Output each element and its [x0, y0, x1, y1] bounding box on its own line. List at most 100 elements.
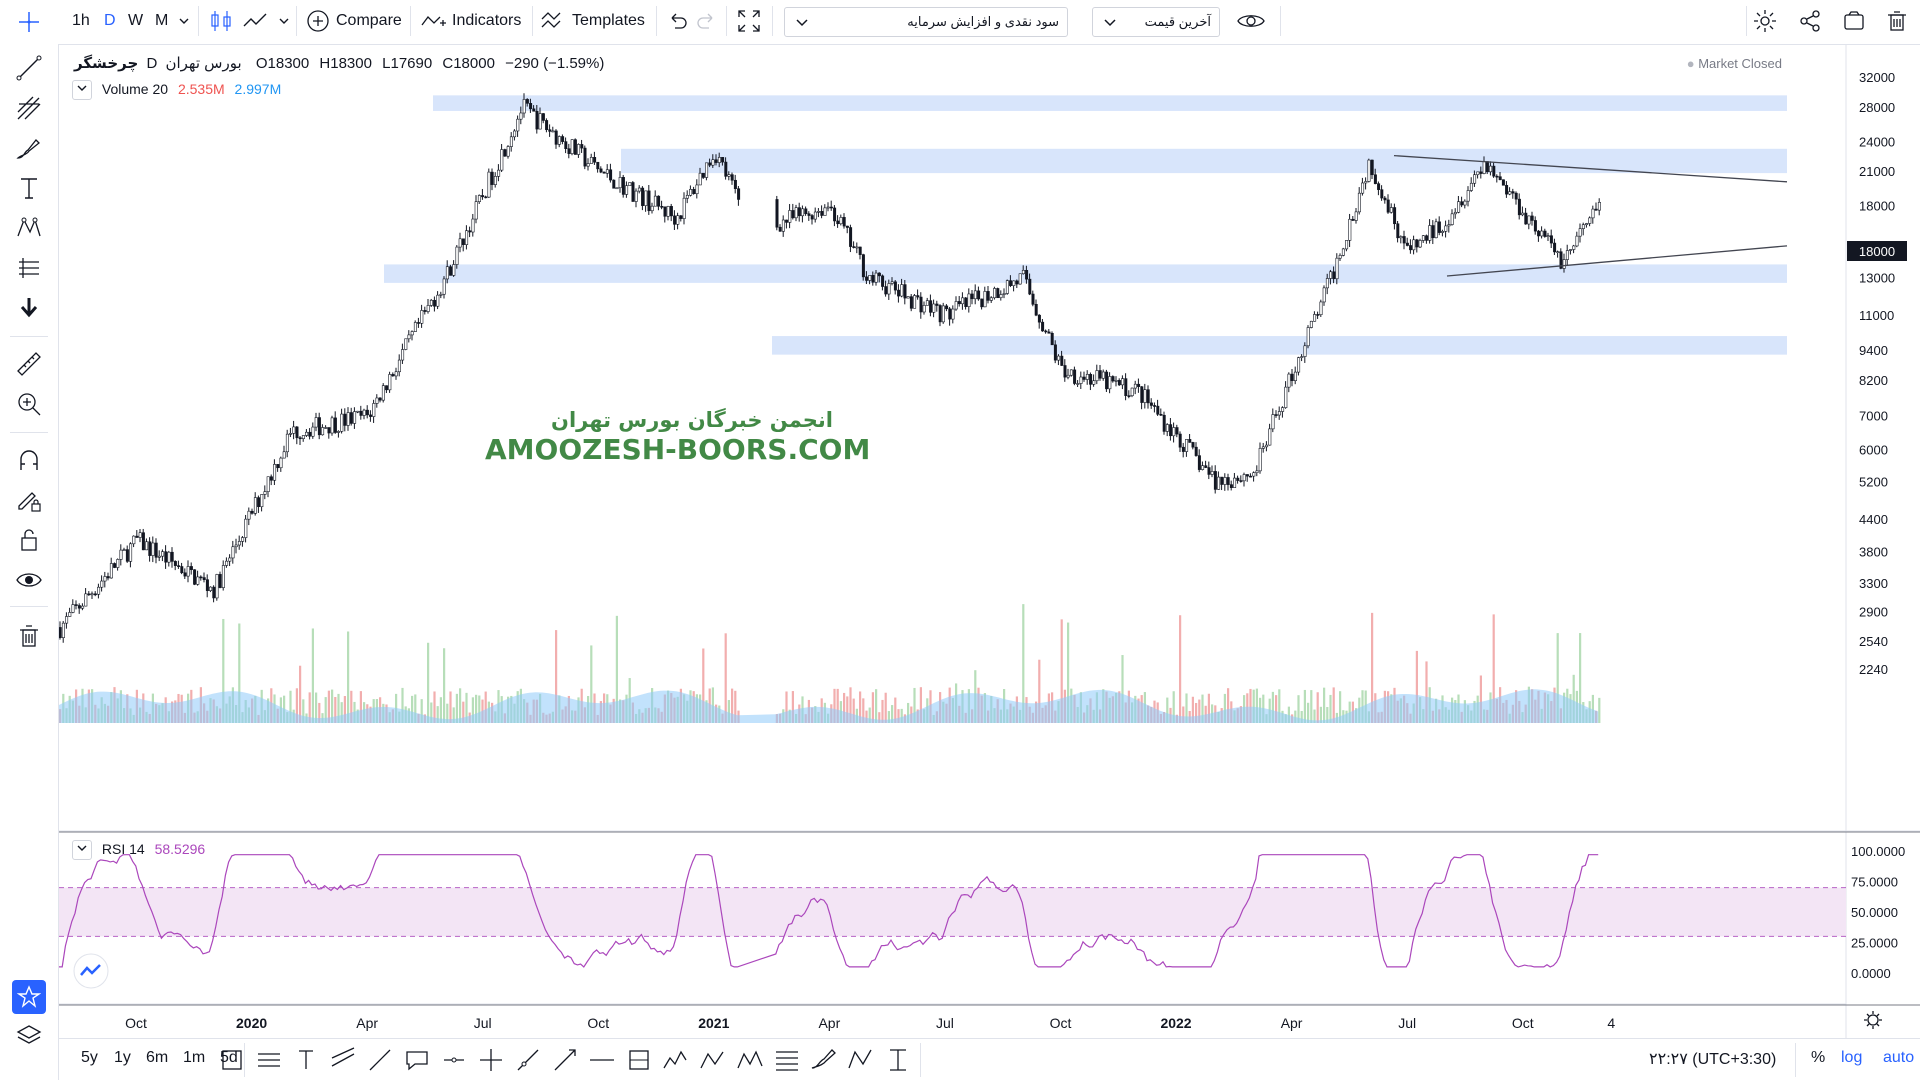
horizontal-ray-tool[interactable] [437, 1043, 471, 1077]
range-6m[interactable]: 6m [146, 1049, 169, 1066]
price-zone[interactable] [621, 148, 1787, 174]
range-5y[interactable]: 5y [81, 1049, 98, 1066]
parallel-channel-tool[interactable] [326, 1043, 360, 1077]
crosshair-icon[interactable] [13, 6, 45, 38]
interval-1h[interactable]: 1h [72, 12, 90, 29]
volume-histogram [59, 604, 1601, 723]
fork-icon [17, 96, 41, 120]
fullscreen-button[interactable] [736, 6, 762, 36]
abcd-pattern-tool[interactable] [696, 1043, 730, 1077]
brush-tool[interactable] [807, 1043, 841, 1077]
ray-tool[interactable] [511, 1043, 545, 1077]
fib-retracement-tool[interactable] [770, 1043, 804, 1077]
watchlist-favorites-button[interactable] [12, 980, 46, 1014]
brush-icon [16, 139, 40, 159]
crosshair-tool[interactable] [474, 1043, 508, 1077]
triangle-lower-line[interactable] [1446, 245, 1788, 277]
log-scale-button[interactable]: log [1841, 1049, 1863, 1066]
chart-type-button[interactable] [208, 6, 234, 36]
redo-button[interactable] [696, 6, 718, 36]
compare-button[interactable]: Compare [306, 6, 402, 36]
trend-line-tool[interactable] [363, 1043, 397, 1077]
zoom-tool[interactable] [13, 388, 45, 420]
time-axis-label: Oct [1050, 1015, 1072, 1031]
indicator-template-button[interactable] [242, 6, 270, 36]
price-type-select[interactable]: آخرین قیمت [1092, 7, 1220, 37]
collapse-chevron-icon[interactable] [72, 840, 92, 860]
interval-d[interactable]: D [104, 12, 116, 29]
triangle-pattern-tool[interactable] [844, 1043, 878, 1077]
interval-m[interactable]: M [155, 12, 169, 29]
collapse-chevron-icon[interactable] [72, 80, 92, 100]
fib-retracement-icon [776, 1051, 798, 1071]
visibility-button[interactable] [1236, 6, 1266, 36]
text-tool[interactable] [289, 1043, 323, 1077]
object-tree-button[interactable] [13, 1020, 45, 1052]
rectangle-tool[interactable] [215, 1043, 249, 1077]
icons-tool[interactable] [13, 292, 45, 324]
time-axis[interactable]: Oct 2020 Apr Jul Oct 2021 Apr Jul Oct 2022 Apr Jul O… [125, 1015, 1615, 1031]
share-button[interactable] [1798, 6, 1822, 36]
measure-tool[interactable] [13, 348, 45, 380]
text-tool[interactable] [13, 172, 45, 204]
interval-w[interactable]: W [128, 12, 144, 29]
price-axis-label: 21000 [1859, 164, 1895, 179]
indicators-button[interactable]: Indicators [420, 6, 521, 36]
hide-drawings-tool[interactable] [13, 564, 45, 596]
arrow-tool[interactable] [548, 1043, 582, 1077]
undo-icon [671, 13, 687, 29]
callout-tool[interactable] [400, 1043, 434, 1077]
price-zone[interactable] [433, 95, 1787, 111]
percent-scale-button[interactable]: % [1811, 1049, 1826, 1066]
chart-style-dropdown[interactable] [278, 6, 290, 36]
price-zone[interactable] [772, 336, 1787, 355]
auto-scale-button[interactable]: auto [1883, 1049, 1915, 1066]
elliott-wave-tool[interactable] [659, 1043, 693, 1077]
watermark-persian: انجمن خبرگان بورس تهران [551, 407, 833, 432]
price-axis[interactable]: 3800032000280002400021000180001500013000… [1859, 45, 1895, 677]
axis-settings-gear-icon[interactable] [1864, 1011, 1882, 1029]
long-position-tool[interactable] [622, 1043, 656, 1077]
prediction-tool[interactable] [13, 252, 45, 284]
interval-dropdown[interactable] [178, 6, 190, 36]
trend-line-tool[interactable] [13, 52, 45, 84]
magnet-tool[interactable] [13, 444, 45, 476]
rsi-axis[interactable]: 100.0000 75.0000 50.0000 25.0000 0.0000 [1851, 844, 1905, 981]
horizontal-line-tool[interactable] [585, 1043, 619, 1077]
bottom-toolbar: 5y 1y 6m 1m 5d ۲۲:۲۷ (UTC+3:30) % log au… [59, 1038, 1920, 1081]
settings-button[interactable] [1752, 6, 1778, 36]
horizontal-lines-tool[interactable] [252, 1043, 286, 1077]
snapshot-button[interactable] [1842, 6, 1866, 36]
range-5d[interactable]: 5d [220, 1049, 238, 1066]
pattern-tool[interactable] [13, 212, 45, 244]
eye-icon [16, 573, 42, 587]
triangle-upper-line[interactable] [1393, 154, 1788, 183]
symbol-legend[interactable]: چرخشگر D بورس تهران O18300 H18300 L17690… [74, 54, 604, 72]
remove-drawings-tool[interactable] [13, 620, 45, 652]
rsi-legend[interactable]: RSI 14 58.5296 [72, 840, 205, 860]
clock-timezone[interactable]: ۲۲:۲۷ (UTC+3:30) [1649, 1051, 1777, 1068]
volume-legend[interactable]: Volume 20 2.535M 2.997M [72, 80, 281, 100]
ohlc-close: C18000 [442, 55, 495, 72]
symbol-filter-select[interactable]: سود نقدی و افزایش سرمایه [784, 7, 1068, 37]
range-1y[interactable]: 1y [114, 1049, 131, 1066]
templates-button[interactable]: Templates [540, 6, 645, 36]
support-resistance-zones[interactable] [384, 95, 1787, 355]
market-status-label: Market Closed [1698, 56, 1782, 71]
date-range-tool[interactable] [881, 1043, 915, 1077]
fullscreen-icon [738, 10, 760, 32]
delete-button[interactable] [1886, 6, 1908, 36]
chart-pane[interactable]: 3800032000280002400021000180001500013000… [59, 45, 1920, 1038]
price-zone[interactable] [384, 264, 1787, 283]
lock-drawings-tool[interactable] [13, 484, 45, 516]
undo-button[interactable] [666, 6, 688, 36]
brush-tool[interactable] [13, 132, 45, 164]
price-axis-label: 9400 [1859, 343, 1888, 358]
xabcd-pattern-tool[interactable] [733, 1043, 767, 1077]
ohlc-low: L17690 [382, 55, 433, 72]
arrow-down-icon [20, 298, 38, 318]
lock-all-tool[interactable] [13, 524, 45, 556]
range-1m[interactable]: 1m [183, 1049, 206, 1066]
triangle-pattern[interactable] [1393, 154, 1788, 277]
gann-fib-tool[interactable] [13, 92, 45, 124]
